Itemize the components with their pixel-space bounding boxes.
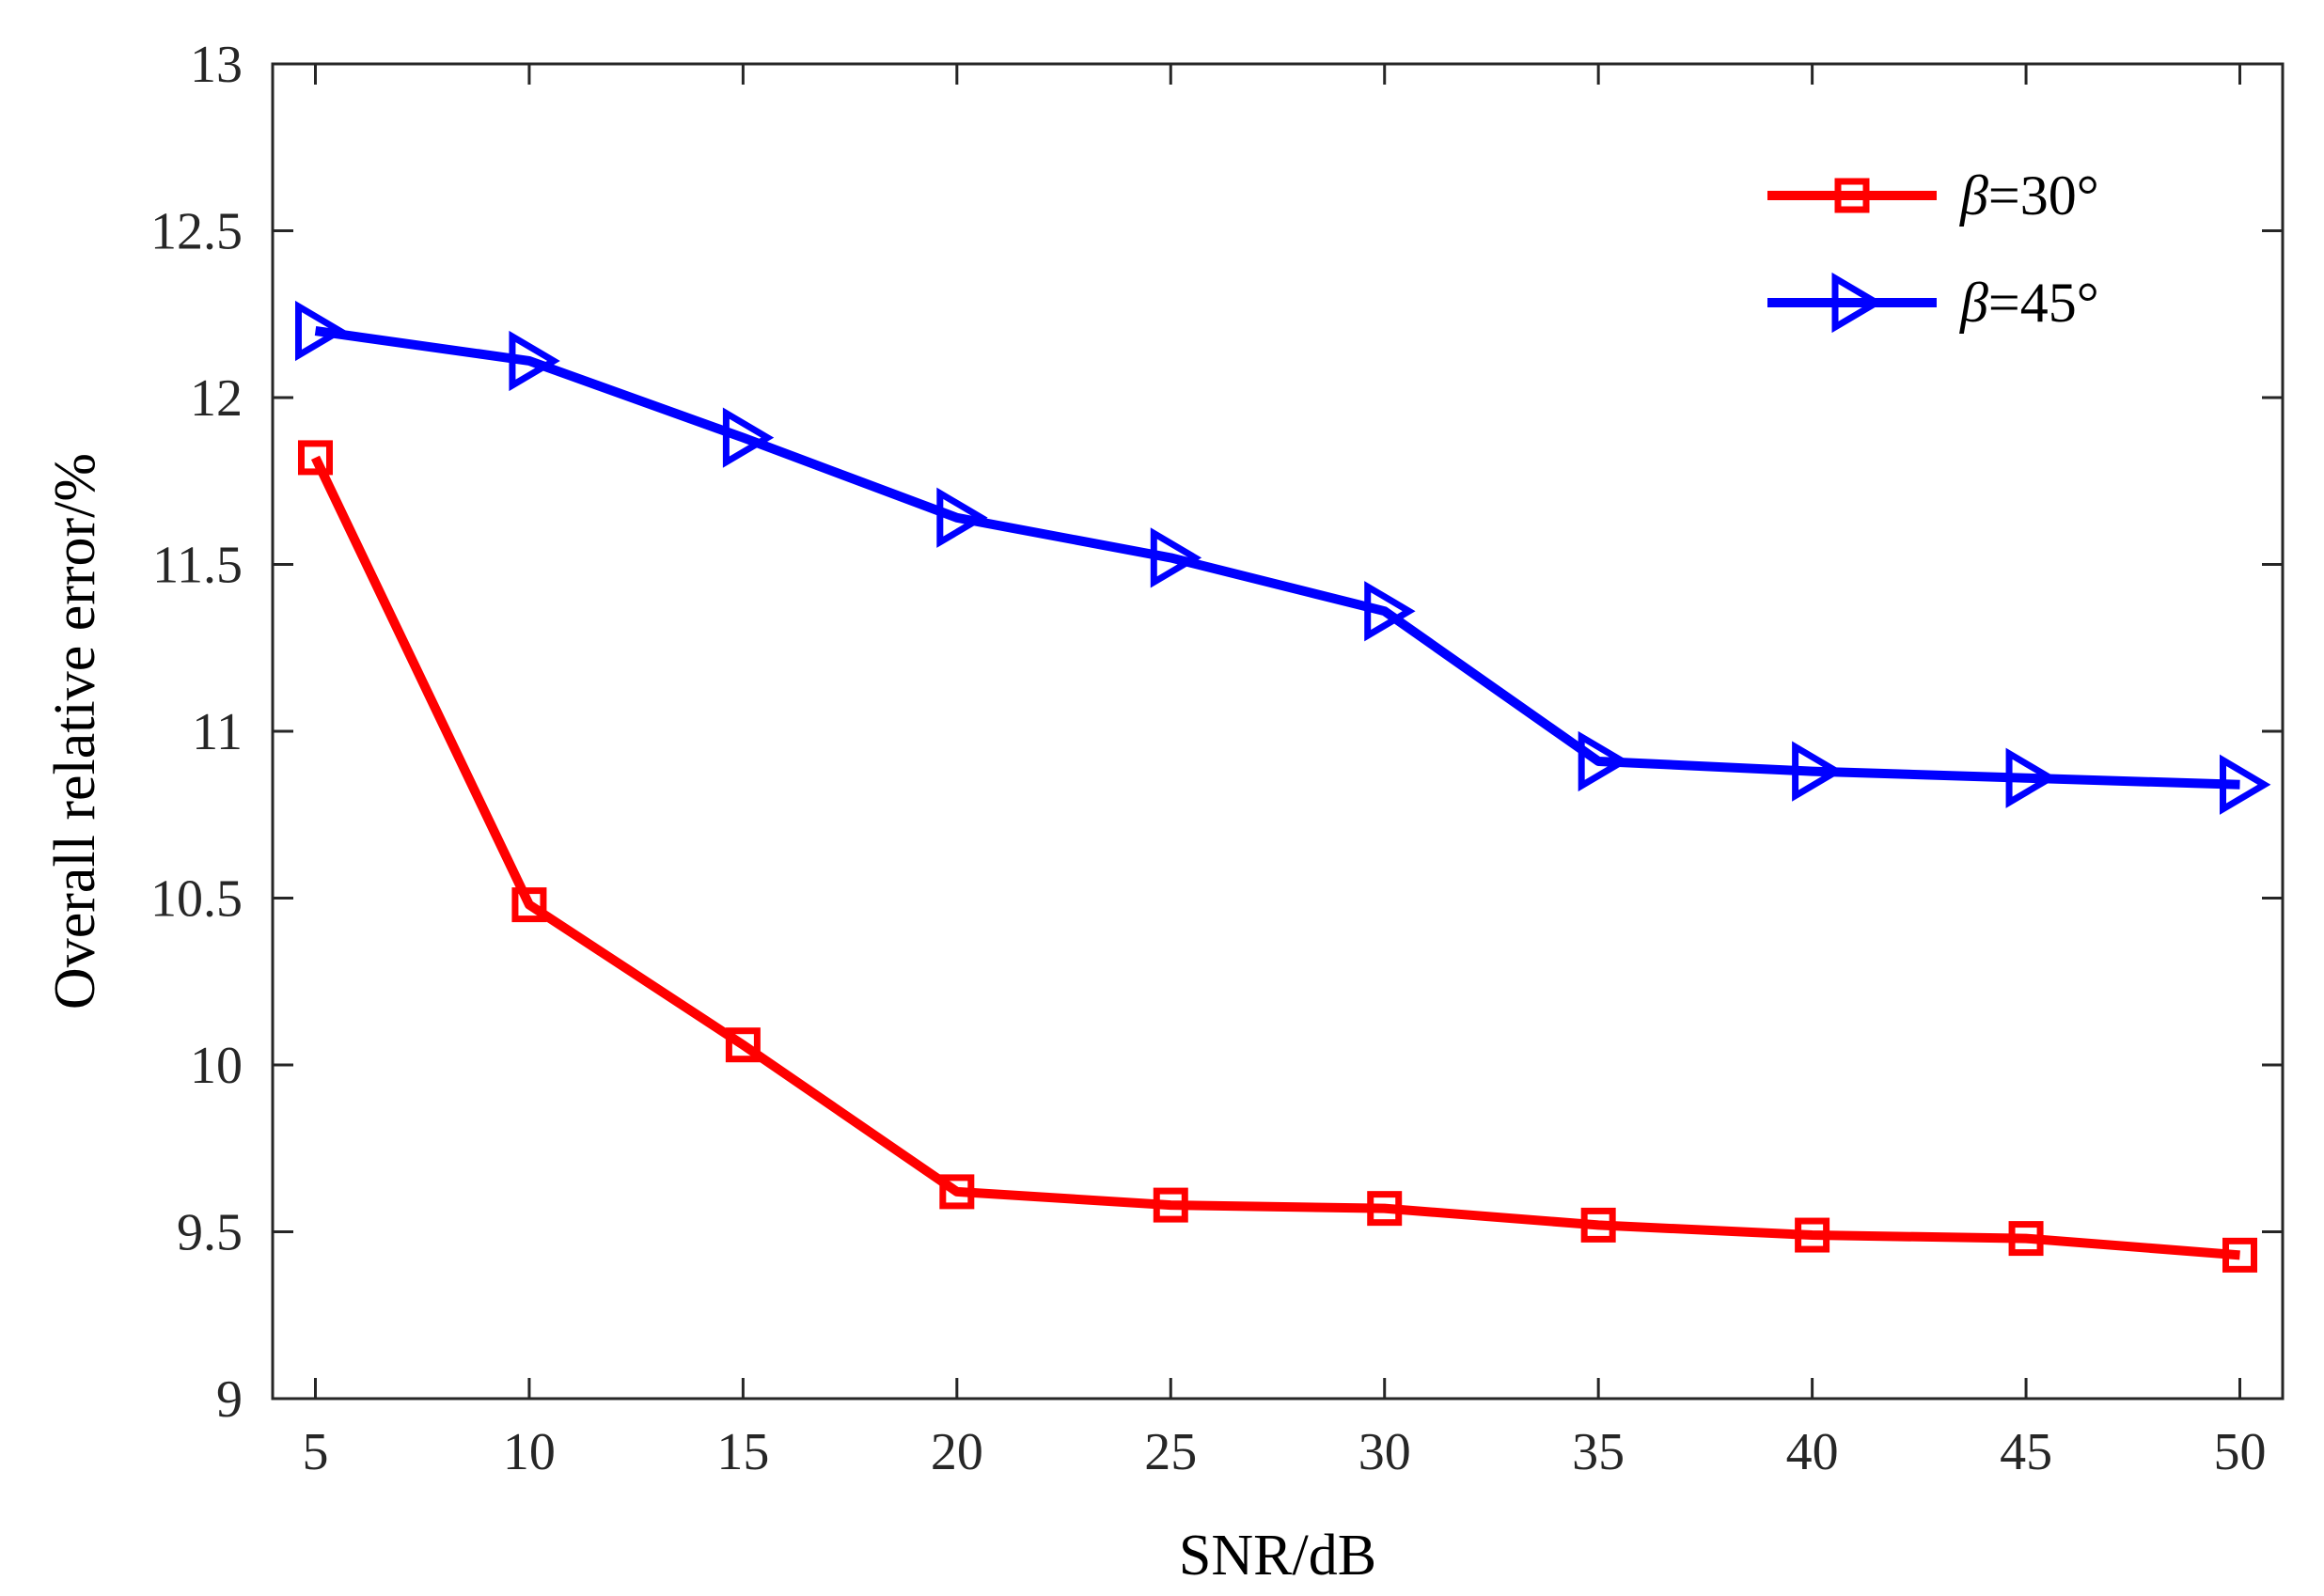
x-tick-label: 10 xyxy=(503,1423,556,1481)
x-tick-label: 50 xyxy=(2214,1423,2267,1481)
legend-label: β=45° xyxy=(1959,272,2099,334)
legend-item: β=45° xyxy=(1767,272,2099,334)
data-point xyxy=(294,300,347,362)
data-point xyxy=(2008,1221,2044,1257)
y-tick-label: 12 xyxy=(190,369,243,428)
x-tick-label: 40 xyxy=(1786,1423,1839,1481)
data-point xyxy=(2005,747,2057,808)
data-point xyxy=(509,330,560,392)
series xyxy=(297,440,2258,1273)
data-point xyxy=(2220,754,2271,815)
y-tick-label: 9 xyxy=(216,1370,243,1429)
x-tick-label: 5 xyxy=(302,1423,328,1481)
y-tick-label: 11 xyxy=(192,703,243,761)
legend: β=30° β=45° xyxy=(1767,164,2099,334)
x-tick-label: 25 xyxy=(1144,1423,1197,1481)
data-point xyxy=(1795,1217,1830,1253)
plot-frame xyxy=(271,62,2285,1400)
data-point xyxy=(1834,178,1870,213)
data-point xyxy=(1367,1191,1403,1227)
y-axis-title: Overall relative error/% xyxy=(43,453,107,1009)
series xyxy=(294,300,2271,815)
y-tick-label: 9.5 xyxy=(177,1204,243,1262)
data-point xyxy=(1150,527,1202,588)
data-point xyxy=(1831,272,1883,334)
x-tick-label: 45 xyxy=(2000,1423,2052,1481)
data-point xyxy=(1578,730,1630,792)
y-tick-label: 10.5 xyxy=(150,870,243,929)
data-point xyxy=(936,487,988,548)
series-line xyxy=(314,326,2240,790)
data-point xyxy=(1153,1187,1188,1223)
series-line xyxy=(310,455,2240,1260)
data-point xyxy=(722,407,775,468)
data-point xyxy=(2222,1237,2258,1273)
y-tick-label: 12.5 xyxy=(150,203,243,261)
x-tick-label: 30 xyxy=(1358,1423,1411,1481)
x-tick-label: 35 xyxy=(1572,1423,1625,1481)
legend-label: β=30° xyxy=(1959,164,2099,227)
data-point xyxy=(297,440,333,476)
data-point xyxy=(511,887,547,923)
y-tick-label: 10 xyxy=(190,1037,243,1095)
y-tick-label: 11.5 xyxy=(152,537,243,595)
x-tick-label: 15 xyxy=(716,1423,769,1481)
axes: 5 10 15 20 25 30 35 40 45 50 9 9.5 10 10.5 11 11.5 12 12.… xyxy=(150,36,2283,1481)
data-point xyxy=(1580,1207,1616,1243)
data-point xyxy=(1364,581,1416,642)
legend-item: β=30° xyxy=(1767,164,2099,227)
data-point xyxy=(725,1027,761,1063)
y-tick-label: 13 xyxy=(190,36,243,94)
plot-area xyxy=(271,62,2285,1400)
x-tick-label: 20 xyxy=(931,1423,983,1481)
data-point xyxy=(1792,741,1844,802)
series-layer xyxy=(294,300,2271,1273)
x-axis-title: SNR/dB xyxy=(1179,1524,1376,1588)
data-point xyxy=(939,1174,975,1210)
